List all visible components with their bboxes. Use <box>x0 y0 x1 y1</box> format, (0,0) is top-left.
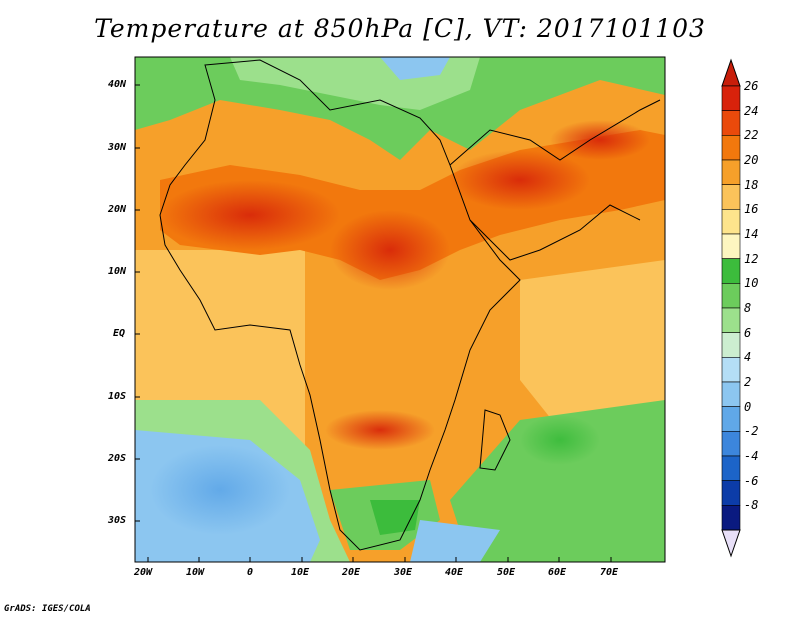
colorbar-swatch <box>721 480 741 506</box>
colorbar-tick-label: 2 <box>744 375 752 389</box>
colorbar-tick-label: 8 <box>744 301 752 315</box>
lat-tick-label: EQ <box>113 328 126 339</box>
colorbar-swatch <box>721 505 741 531</box>
lon-tick-label: 40E <box>445 567 464 578</box>
colorbar-tick-label: 24 <box>744 103 759 118</box>
plot-frame <box>134 56 666 563</box>
colorbar-swatch <box>721 455 741 481</box>
lon-tick-label: 0 <box>247 567 254 578</box>
colorbar-swatch <box>721 209 741 235</box>
colorbar-swatch <box>721 357 741 383</box>
colorbar-swatch <box>721 406 741 432</box>
lon-tick-label: 60E <box>548 567 567 578</box>
colorbar-tick-label: 4 <box>744 350 752 365</box>
colorbar-swatch <box>721 110 741 136</box>
colorbar-tick-label: 22 <box>744 128 759 143</box>
colorbar-swatch <box>721 233 741 259</box>
lon-tick-label: 50E <box>497 567 516 578</box>
colorbar-swatch <box>721 135 741 161</box>
colorbar-tick-label: -2 <box>744 424 759 439</box>
colorbar-tick-label: -4 <box>744 449 759 463</box>
lat-tick-label: 10S <box>108 391 127 402</box>
colorbar-max-arrow <box>721 58 741 87</box>
lon-tick-label: 10E <box>291 567 310 578</box>
lat-tick-label: 10N <box>108 266 127 277</box>
colorbar-swatch <box>721 283 741 309</box>
colorbar-tick-label: 6 <box>744 325 752 340</box>
lon-tick-label: 20W <box>134 567 153 578</box>
coastlines <box>159 59 661 551</box>
colorbar-tick-label: -6 <box>744 473 759 488</box>
colorbar-swatch <box>721 85 741 111</box>
lon-tick-label: 10W <box>186 567 205 578</box>
colorbar-tick-label: 0 <box>744 399 752 414</box>
axis-ticks <box>135 84 612 562</box>
colorbar <box>721 58 741 558</box>
colorbar-tick-label: 26 <box>744 79 759 93</box>
colorbar-tick-label: 16 <box>744 202 759 217</box>
colorbar-swatch <box>721 258 741 284</box>
colorbar-tick-label: 20 <box>744 153 759 167</box>
colorbar-tick-label: -8 <box>744 498 759 513</box>
lat-tick-label: 40N <box>108 79 127 90</box>
colorbar-swatch <box>721 332 741 358</box>
colorbar-min-arrow <box>721 529 741 558</box>
colorbar-tick-label: 12 <box>744 251 759 266</box>
lat-tick-label: 20S <box>108 453 127 464</box>
colorbar-tick-label: 14 <box>744 227 759 241</box>
colorbar-swatch <box>721 381 741 407</box>
lon-tick-label: 20E <box>342 567 361 578</box>
lon-tick-label: 30E <box>394 567 413 578</box>
colorbar-tick-label: 10 <box>744 276 759 291</box>
colorbar-swatch <box>721 431 741 457</box>
lon-tick-label: 70E <box>600 567 619 578</box>
plot-title: Temperature at 850hPa [C], VT: 201710110… <box>94 14 706 43</box>
lat-tick-label: 30N <box>108 142 127 153</box>
colorbar-swatch <box>721 184 741 210</box>
credit-text: GrADS: IGES/COLA <box>4 604 91 614</box>
colorbar-tick-label: 18 <box>744 177 759 192</box>
colorbar-swatch <box>721 307 741 333</box>
colorbar-swatch <box>721 159 741 185</box>
lat-tick-label: 20N <box>108 204 127 215</box>
temperature-field <box>135 57 665 562</box>
lat-tick-label: 30S <box>108 515 127 526</box>
